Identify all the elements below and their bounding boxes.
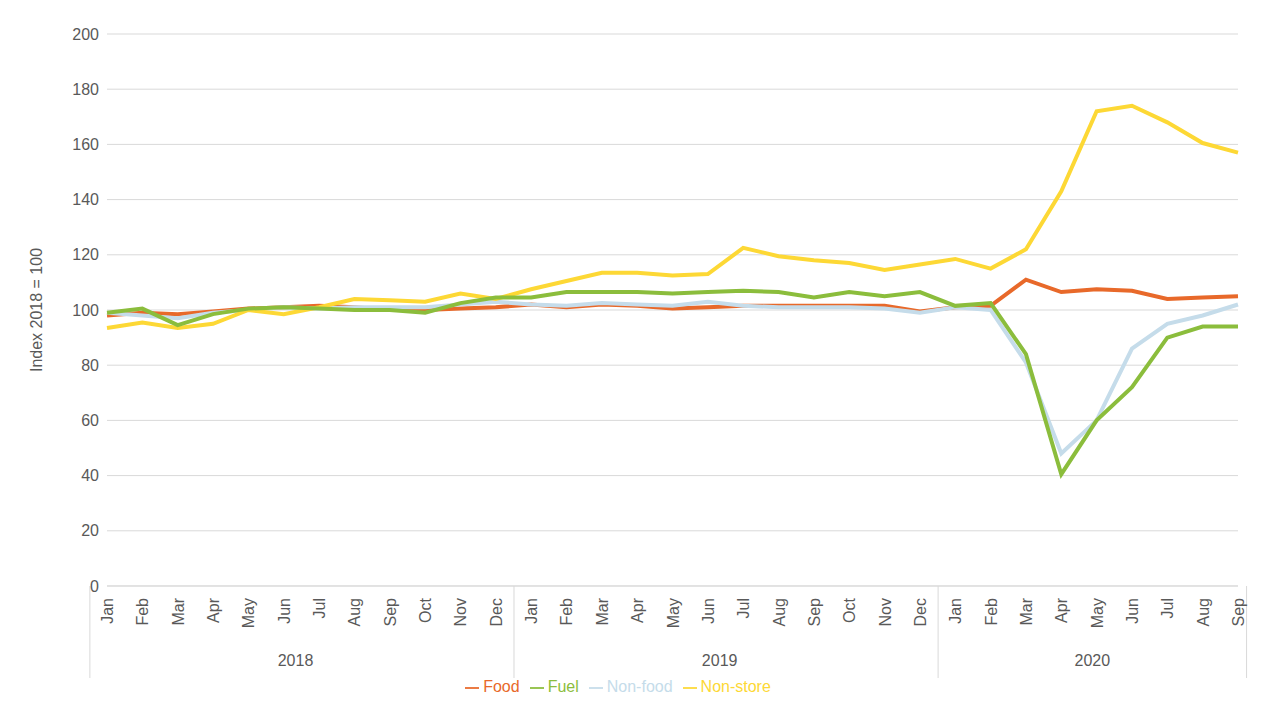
html-text:Fuel: Fuel [547,678,579,695]
html-text:Food: Food [483,678,520,695]
svg-text:Index 2018 = 100: Index 2018 = 100 [28,248,45,372]
svg-text:Dec: Dec [488,598,505,626]
svg-text:Jan: Jan [523,598,540,624]
svg-text:Jan: Jan [947,598,964,624]
svg-text:60: 60 [81,412,99,429]
svg-text:May: May [1089,598,1106,628]
svg-text:Sep: Sep [806,598,823,627]
svg-text:Dec: Dec [912,598,929,626]
svg-text:160: 160 [72,136,99,153]
svg-text:20: 20 [81,522,99,539]
svg-text:Feb: Feb [558,598,575,626]
svg-text:Feb: Feb [983,598,1000,626]
svg-text:100: 100 [72,302,99,319]
svg-text:Apr: Apr [205,597,222,623]
svg-text:Apr: Apr [629,597,646,623]
svg-text:Oct: Oct [841,597,858,622]
svg-text:140: 140 [72,191,99,208]
svg-text:May: May [665,598,682,628]
svg-text:May: May [240,598,257,628]
svg-text:Jul: Jul [735,598,752,618]
svg-text:Jun: Jun [1124,598,1141,624]
svg-text:Jul: Jul [1159,598,1176,618]
svg-text:Jul: Jul [311,598,328,618]
svg-text:120: 120 [72,246,99,263]
svg-text:200: 200 [72,26,99,43]
html-text:Non-store: Non-store [700,678,771,695]
svg-text:Sep: Sep [382,598,399,627]
svg-text:Mar: Mar [170,597,187,625]
svg-text:Nov: Nov [877,598,894,626]
svg-text:Jun: Jun [700,598,717,624]
svg-text:180: 180 [72,81,99,98]
svg-text:Aug: Aug [771,598,788,626]
svg-text:2020: 2020 [1075,652,1111,669]
svg-text:2019: 2019 [702,652,738,669]
svg-text:Mar: Mar [1018,597,1035,625]
svg-text:Feb: Feb [134,598,151,626]
svg-text:Jun: Jun [276,598,293,624]
svg-text:Nov: Nov [452,598,469,626]
svg-text:Apr: Apr [1053,597,1070,623]
svg-text:Oct: Oct [417,597,434,622]
svg-text:Jan: Jan [99,598,116,624]
svg-text:80: 80 [81,357,99,374]
svg-text:2018: 2018 [278,652,314,669]
svg-text:Aug: Aug [346,598,363,626]
svg-text:Mar: Mar [594,597,611,625]
svg-text:40: 40 [81,467,99,484]
html-text:Non-food: Non-food [606,678,673,695]
svg-text:Aug: Aug [1195,598,1212,626]
svg-text:0: 0 [90,578,99,595]
svg-text:Sep: Sep [1230,598,1247,627]
